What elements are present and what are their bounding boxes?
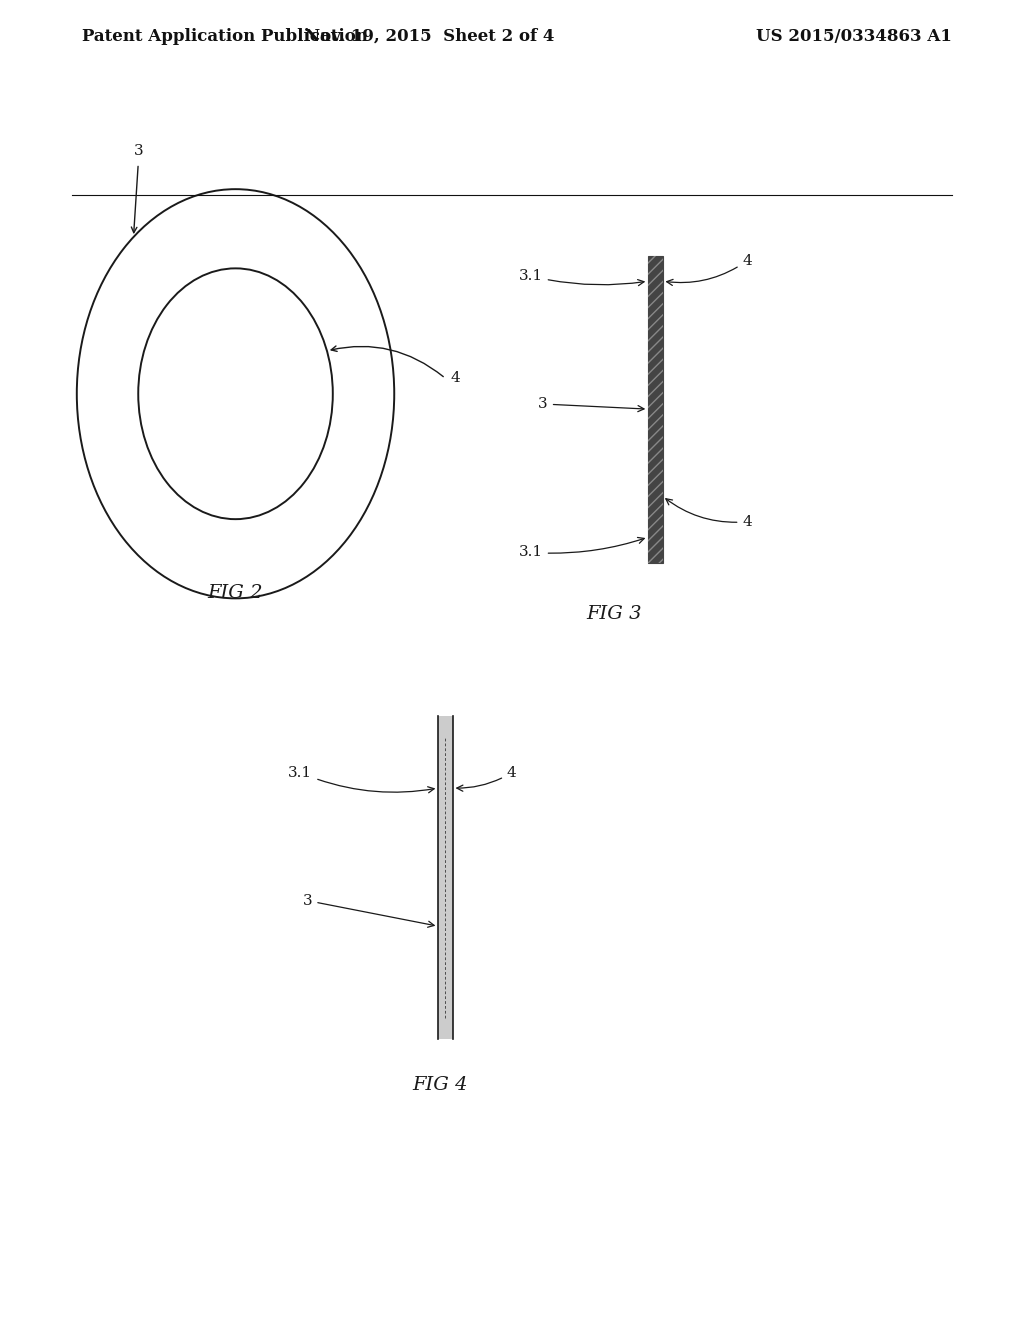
Bar bbox=[648, 256, 663, 562]
Text: Nov. 19, 2015  Sheet 2 of 4: Nov. 19, 2015 Sheet 2 of 4 bbox=[305, 28, 555, 45]
Text: 4: 4 bbox=[667, 253, 753, 285]
Text: Patent Application Publication: Patent Application Publication bbox=[82, 28, 368, 45]
Text: 4: 4 bbox=[457, 766, 517, 791]
Bar bbox=[438, 717, 453, 1039]
Bar bbox=[648, 256, 663, 562]
Text: 3: 3 bbox=[539, 397, 644, 412]
Text: 3.1: 3.1 bbox=[288, 766, 434, 793]
Text: FIG 2: FIG 2 bbox=[208, 585, 263, 602]
Text: 3: 3 bbox=[303, 894, 434, 927]
Text: FIG 3: FIG 3 bbox=[587, 605, 642, 623]
Text: 4: 4 bbox=[666, 499, 753, 529]
Text: 3.1: 3.1 bbox=[518, 269, 644, 285]
Text: US 2015/0334863 A1: US 2015/0334863 A1 bbox=[757, 28, 952, 45]
Text: 3: 3 bbox=[133, 144, 143, 158]
Text: FIG 4: FIG 4 bbox=[413, 1076, 468, 1094]
Text: 3.1: 3.1 bbox=[518, 537, 644, 560]
Text: 4: 4 bbox=[451, 371, 461, 385]
